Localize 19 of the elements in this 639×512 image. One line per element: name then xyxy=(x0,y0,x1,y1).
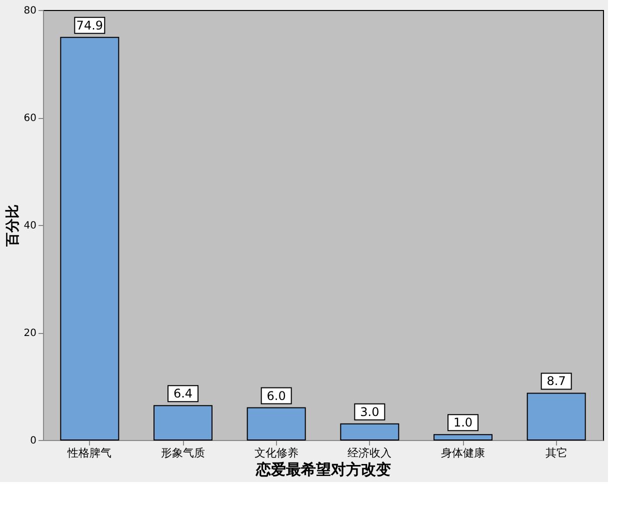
y-tick-label: 40 xyxy=(24,220,36,232)
data-label: 6.4 xyxy=(173,386,193,401)
y-tick-label: 0 xyxy=(30,436,36,446)
x-tick-label: 身体健康 xyxy=(441,446,485,460)
data-label: 3.0 xyxy=(360,404,380,419)
x-tick-label: 文化修养 xyxy=(254,446,298,460)
x-axis-title: 恋爱最希望对方改变 xyxy=(255,460,391,478)
x-tick-label: 经济收入 xyxy=(348,446,392,460)
y-tick-label: 20 xyxy=(24,328,36,339)
y-axis-title: 百分比 xyxy=(4,204,21,248)
y-tick-label: 60 xyxy=(24,113,36,124)
y-tick-label: 80 xyxy=(24,6,36,16)
x-tick-label: 性格脾气 xyxy=(66,446,112,460)
x-tick-label: 其它 xyxy=(545,446,568,460)
data-label: 6.0 xyxy=(266,388,286,403)
data-label: 1.0 xyxy=(453,416,473,430)
x-tick-label: 形象气质 xyxy=(161,446,205,460)
data-label: 74.9 xyxy=(76,18,104,32)
data-label: 8.7 xyxy=(546,374,566,388)
